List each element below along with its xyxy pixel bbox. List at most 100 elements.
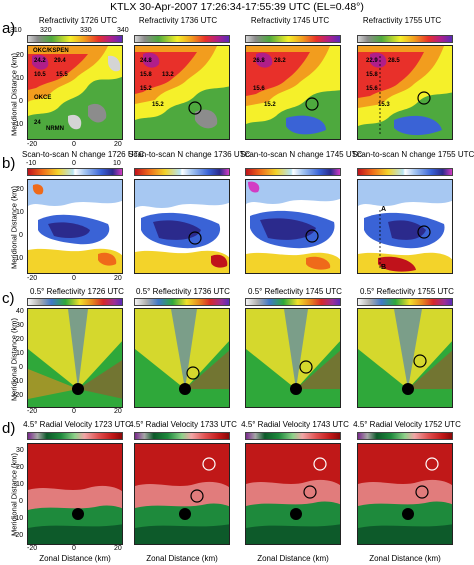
y-axis-label-a: Meridional Distance (km) — [9, 53, 19, 136]
value-a4: 15.8 — [366, 72, 378, 78]
radial-velocity-map-1752 — [357, 443, 453, 545]
x-axis-label-d2: Zonal Distance (km) — [146, 554, 218, 563]
value-a3: 15.2 — [264, 102, 276, 108]
value-a1: 29.4 — [54, 58, 66, 64]
n-change-map-1755 — [357, 179, 453, 274]
colorbar-d2 — [134, 432, 230, 440]
refractivity-map-1726 — [27, 45, 123, 140]
title-d4: 4.5° Radial Velocity 1752 UTC — [353, 420, 461, 429]
x-axis-label-d1: Zonal Distance (km) — [39, 554, 111, 563]
title-b2: Scan-to-scan N change 1736 UTC — [128, 150, 251, 159]
value-a1: 24 — [34, 120, 41, 126]
title-b1: Scan-to-scan N change 1726 UTC — [22, 150, 145, 159]
panel-label-d: d) — [2, 420, 16, 437]
title-d2: 4.5° Radial Velocity 1733 UTC — [129, 420, 237, 429]
x-tick: 0 — [72, 275, 76, 282]
y-tick: 10 — [16, 481, 24, 488]
title-c4: 0.5° Reflectivity 1755 UTC — [360, 287, 454, 296]
colorbar-c3 — [245, 298, 341, 306]
value-a2: 15.2 — [140, 86, 152, 92]
y-tick: -20 — [13, 532, 24, 539]
colorbar-b2 — [134, 168, 230, 176]
y-axis-label-d: Meridional Distance (km) — [9, 453, 19, 536]
y-tick: -10 — [13, 121, 24, 128]
colorbar-c4 — [357, 298, 453, 306]
title-a3: Refractivity 1745 UTC — [250, 16, 330, 25]
x-tick: 20 — [114, 408, 122, 415]
y-tick: 20 — [16, 336, 24, 343]
value-a2: 24.8 — [140, 58, 152, 64]
panel-label-a: a) — [2, 20, 16, 37]
colorbar-d4 — [357, 432, 453, 440]
refractivity-map-1745 — [245, 45, 341, 140]
radial-velocity-map-1743 — [245, 443, 341, 545]
cb-tick: 310 — [10, 27, 22, 34]
y-tick: -10 — [13, 378, 24, 385]
colorbar-b1 — [27, 168, 123, 176]
cb-tick: 340 — [117, 27, 129, 34]
cb-tick: 0 — [72, 160, 76, 167]
refractivity-map-1755 — [357, 45, 453, 140]
title-d1: 4.5° Radial Velocity 1723 UTC — [23, 420, 131, 429]
x-axis-label-d3: Zonal Distance (km) — [257, 554, 329, 563]
n-change-map-1726 — [27, 179, 123, 274]
value-a4: 15.6 — [366, 86, 378, 92]
colorbar-c2 — [134, 298, 230, 306]
colorbar-d3 — [245, 432, 341, 440]
colorbar-d1 — [27, 432, 123, 440]
reflectivity-map-1726 — [27, 308, 123, 408]
x-tick: -20 — [27, 545, 38, 552]
y-tick: 40 — [16, 308, 24, 315]
value-a4: 15.3 — [378, 102, 390, 108]
title-d3: 4.5° Radial Velocity 1743 UTC — [241, 420, 349, 429]
cb-tick: -10 — [26, 160, 37, 167]
colorbar-a4 — [357, 35, 453, 43]
title-b4: Scan-to-scan N change 1755 UTC — [352, 150, 474, 159]
y-tick: -10 — [13, 255, 24, 262]
transect-label-b: B — [381, 264, 387, 271]
station-okce: OKCE — [34, 95, 52, 101]
y-tick: 0 — [19, 364, 23, 371]
y-tick: 0 — [19, 232, 23, 239]
x-tick: -20 — [27, 275, 38, 282]
x-tick: 20 — [114, 275, 122, 282]
transect-label-a: A — [381, 206, 387, 213]
reflectivity-map-1745 — [245, 308, 341, 408]
y-tick: -20 — [13, 392, 24, 399]
station-okc: OKC/KSPEN — [33, 48, 69, 54]
y-tick: 30 — [16, 447, 24, 454]
value-a3: 28.2 — [274, 58, 286, 64]
cb-tick: 330 — [80, 27, 92, 34]
value-a3: 15.6 — [253, 86, 265, 92]
y-tick: 10 — [16, 209, 24, 216]
y-tick: 20 — [16, 464, 24, 471]
title-b3: Scan-to-scan N change 1745 UTC — [240, 150, 363, 159]
cb-tick: 320 — [40, 27, 52, 34]
x-tick: 0 — [72, 141, 76, 148]
radial-velocity-map-1733 — [134, 443, 230, 545]
cb-tick: 10 — [113, 160, 121, 167]
x-tick: 20 — [114, 545, 122, 552]
x-tick: -20 — [27, 408, 38, 415]
value-a1: 10.5 — [34, 72, 46, 78]
y-tick: 0 — [19, 98, 23, 105]
title-c3: 0.5° Reflectivity 1745 UTC — [248, 287, 342, 296]
value-a1: 15.5 — [56, 72, 68, 78]
x-axis-label-d4: Zonal Distance (km) — [369, 554, 441, 563]
y-tick: 10 — [16, 350, 24, 357]
title-c2: 0.5° Reflectivity 1736 UTC — [136, 287, 230, 296]
y-tick: 20 — [16, 186, 24, 193]
value-a3: 26.8 — [253, 58, 265, 64]
colorbar-a1 — [27, 35, 123, 43]
value-a1: 24.2 — [34, 58, 46, 64]
x-tick: 0 — [72, 408, 76, 415]
value-a2: 15.2 — [152, 102, 164, 108]
reflectivity-map-1755 — [357, 308, 453, 408]
n-change-map-1745 — [245, 179, 341, 274]
panel-label-c: c) — [2, 290, 15, 307]
y-tick: -10 — [13, 515, 24, 522]
refractivity-map-1736 — [134, 45, 230, 140]
radial-velocity-map-1723 — [27, 443, 123, 545]
x-tick: 20 — [114, 141, 122, 148]
